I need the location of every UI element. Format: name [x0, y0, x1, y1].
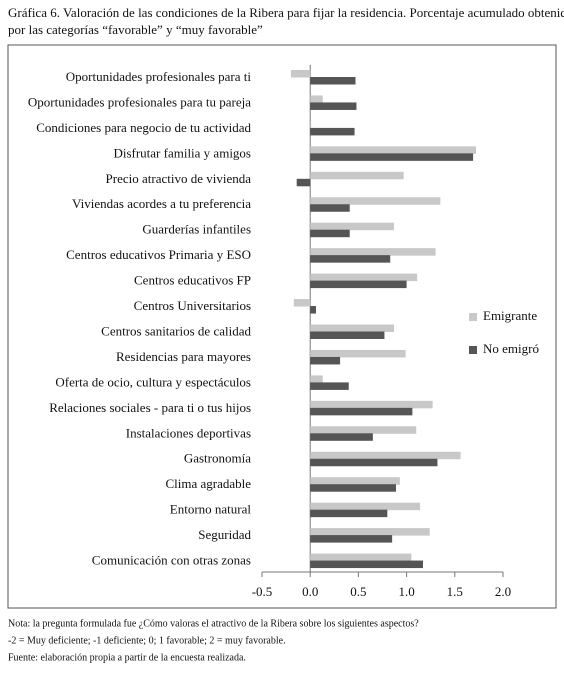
- y-tick-label: Guarderías infantiles: [142, 222, 251, 237]
- bar: [310, 324, 395, 332]
- y-tick-label: Gastronomía: [184, 451, 251, 466]
- y-tick-label: Precio atractivo de vivienda: [106, 171, 252, 186]
- y-tick-label: Oferta de ocio, cultura y espectáculos: [55, 374, 251, 389]
- bar: [290, 70, 311, 78]
- note: Fuente: elaboración propia a partir de l…: [8, 652, 246, 663]
- legend-label: No emigró: [483, 341, 539, 356]
- bar: [310, 451, 461, 460]
- bar: [310, 197, 441, 205]
- bar: [293, 299, 311, 307]
- x-tick-label: -0.5: [252, 584, 273, 599]
- bar: [310, 255, 391, 263]
- y-tick-label: Comunicación con otras zonas: [92, 553, 251, 568]
- bar: [310, 222, 395, 231]
- legend-swatch: [469, 313, 477, 321]
- y-tick-label: Centros educativos Primaria y ESO: [66, 247, 251, 262]
- y-tick-label: Residencias para mayores: [116, 349, 251, 364]
- x-tick-label: 2.0: [495, 584, 511, 599]
- legend-swatch: [469, 346, 477, 354]
- bar: [310, 77, 356, 85]
- y-tick-label: Entorno natural: [170, 502, 252, 517]
- note: Nota: la pregunta formulada fue ¿Cómo va…: [8, 618, 419, 629]
- y-tick-label: Instalaciones deportivas: [126, 425, 251, 440]
- y-tick-label: Oportunidades profesionales para ti: [66, 69, 252, 84]
- bar: [310, 153, 474, 161]
- y-tick-label: Centros educativos FP: [134, 273, 251, 288]
- bar: [310, 375, 323, 383]
- bar: [310, 477, 400, 485]
- bar: [310, 127, 355, 136]
- bar: [310, 407, 413, 416]
- bar: [310, 382, 349, 390]
- bar: [310, 102, 357, 110]
- bar: [310, 502, 421, 511]
- bar: [310, 426, 417, 434]
- bar: [310, 280, 407, 289]
- bar: [310, 171, 404, 180]
- bar: [310, 248, 436, 256]
- chart-title: Gráfica 6. Valoración de las condiciones…: [8, 5, 564, 20]
- bar: [310, 95, 323, 103]
- y-tick-label: Clima agradable: [165, 476, 251, 491]
- bar: [310, 273, 418, 282]
- bar: [310, 484, 396, 492]
- y-tick-label: Centros sanitarios de calidad: [101, 323, 251, 338]
- bar: [310, 146, 477, 154]
- y-tick-label: Seguridad: [198, 527, 251, 542]
- bar: [310, 535, 393, 543]
- note: -2 = Muy deficiente; -1 deficiente; 0; 1…: [8, 635, 286, 646]
- bar: [310, 349, 406, 358]
- x-tick-label: 0.0: [302, 584, 318, 599]
- y-tick-label: Viviendas acordes a tu preferencia: [72, 196, 251, 211]
- bar: [310, 560, 423, 569]
- bar: [310, 306, 316, 314]
- bar: [310, 458, 438, 467]
- y-tick-label: Centros Universitarios: [134, 298, 251, 313]
- bar: [310, 229, 350, 238]
- bar: [310, 331, 385, 339]
- bar: [310, 120, 312, 129]
- bar: [310, 356, 341, 365]
- bar: [296, 178, 311, 187]
- chart-title: por las categorías “favorable” y “muy fa…: [8, 22, 263, 37]
- bar: [310, 400, 433, 409]
- chart-frame: [7, 44, 557, 609]
- x-tick-label: 1.5: [447, 584, 463, 599]
- bar: [310, 204, 350, 212]
- legend-label: Emigrante: [483, 308, 537, 323]
- bar: [310, 509, 388, 518]
- x-tick-label: 0.5: [350, 584, 366, 599]
- x-tick-label: 1.0: [398, 584, 414, 599]
- y-tick-label: Condiciones para negocio de tu actividad: [36, 120, 251, 135]
- bar: [310, 433, 373, 441]
- y-tick-label: Disfrutar familia y amigos: [113, 145, 251, 160]
- bar: [310, 528, 430, 536]
- y-tick-label: Relaciones sociales - para ti o tus hijo…: [49, 400, 251, 415]
- y-tick-label: Oportunidades profesionales para tu pare…: [28, 94, 251, 109]
- bar: [310, 553, 412, 562]
